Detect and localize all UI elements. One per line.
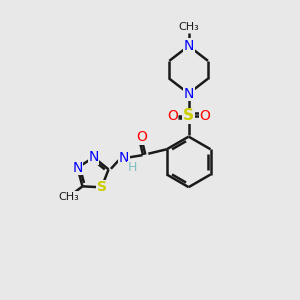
- Text: O: O: [167, 109, 178, 123]
- Text: N: N: [119, 151, 129, 165]
- Text: H: H: [128, 161, 137, 174]
- Text: N: N: [184, 39, 194, 53]
- Text: S: S: [183, 108, 194, 123]
- Text: S: S: [97, 180, 107, 194]
- Text: CH₃: CH₃: [178, 22, 199, 32]
- Text: CH₃: CH₃: [58, 192, 79, 202]
- Text: N: N: [184, 86, 194, 100]
- Text: N: N: [88, 150, 99, 164]
- Text: N: N: [72, 161, 83, 175]
- Text: O: O: [136, 130, 147, 144]
- Text: O: O: [200, 109, 210, 123]
